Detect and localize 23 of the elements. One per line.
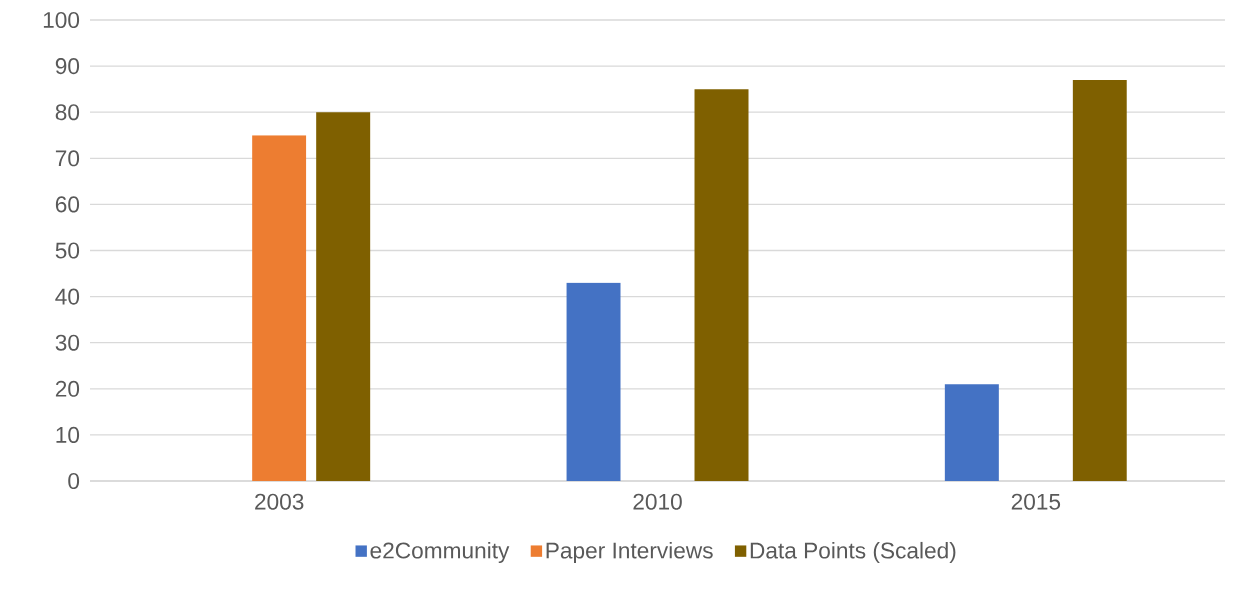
y-tick-label: 70 — [55, 150, 80, 167]
legend-label: e2Community — [370, 541, 510, 564]
bar — [1072, 79, 1127, 481]
x-tick-label: 2003 — [255, 493, 304, 510]
y-tick-label: 60 — [55, 196, 80, 213]
legend-label: Paper Interviews — [546, 541, 713, 564]
bar — [694, 89, 749, 481]
legend-label: Data Points (Scaled) — [750, 541, 956, 564]
bar — [252, 135, 307, 481]
y-tick-label: 30 — [55, 334, 80, 351]
x-tick-label: 2010 — [633, 493, 682, 510]
y-tick-label: 80 — [55, 104, 80, 121]
bar — [316, 112, 371, 481]
y-tick-label: 0 — [68, 472, 80, 490]
y-tick-label: 50 — [55, 242, 80, 259]
y-tick-label: 90 — [55, 58, 80, 75]
y-tick-label: 10 — [56, 426, 80, 443]
x-tick-label: 2015 — [1011, 493, 1061, 510]
bar — [944, 384, 999, 481]
bar — [566, 282, 621, 481]
y-tick-label: 100 — [43, 11, 80, 29]
y-tick-label: 20 — [55, 380, 80, 397]
y-tick-label: 40 — [55, 288, 80, 305]
